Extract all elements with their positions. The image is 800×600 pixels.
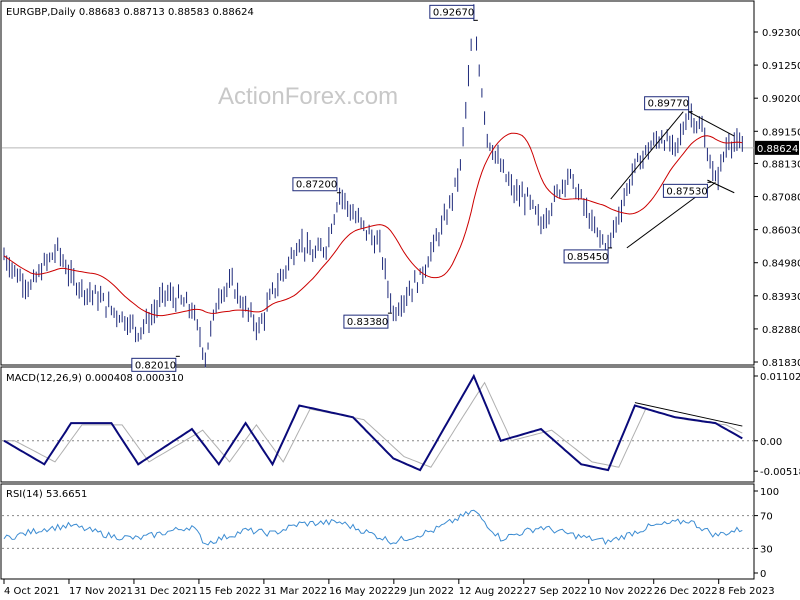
date-tick-label: 31 Mar 2022 (264, 586, 327, 597)
annotation-box (644, 96, 690, 111)
trend-line (688, 111, 735, 137)
macd-tick-label: -0.005182 (760, 467, 800, 478)
price-tick-label: 0.87080 (762, 193, 800, 204)
annotation-box (563, 249, 609, 264)
annotation-box (343, 314, 389, 329)
annotation-label: 0.82010 (135, 360, 176, 371)
date-tick-label: 12 Aug 2022 (459, 586, 523, 597)
annotation-label: 0.83380 (347, 317, 388, 328)
trend-line (610, 111, 684, 200)
price-annotations: 0.82010 0.87200 0.83380 0.92670 0.85450 0.897… (131, 4, 712, 372)
annotation-box (429, 4, 475, 19)
rsi-tick-label: 0 (760, 569, 766, 580)
date-tick-label: 17 Nov 2021 (69, 586, 133, 597)
price-tick-label: 0.88130 (762, 159, 800, 170)
date-tick-label: 26 Dec 2022 (654, 586, 718, 597)
date-tick-label: 10 Nov 2022 (589, 586, 653, 597)
date-axis: 4 Oct 2021 17 Nov 2021 31 Dec 2021 15 Feb 2… (3, 579, 775, 597)
rsi-axis: 100 70 30 0 (2, 487, 779, 580)
rsi-tick-label: 100 (760, 487, 779, 498)
annotation-box (131, 357, 177, 372)
price-tick-label: 0.90200 (762, 94, 800, 105)
date-tick-label: 4 Oct 2021 (4, 586, 59, 597)
rsi-tick-label: 70 (760, 512, 773, 523)
price-tick-label: 0.89150 (762, 127, 800, 138)
annotation-label: 0.85450 (567, 252, 608, 263)
symbol-header: EURGBP,Daily 0.88683 0.88713 0.88583 0.8… (6, 7, 254, 18)
annotation-label: 0.89770 (648, 99, 689, 110)
current-price-box (755, 140, 799, 155)
rsi-line (3, 509, 743, 546)
macd-trend-line (634, 402, 743, 427)
price-tick-label: 0.86030 (762, 226, 800, 237)
macd-panel[interactable] (0, 366, 755, 483)
annotation-box (662, 183, 708, 198)
rsi-tick-label: 30 (760, 544, 773, 555)
price-tick-label: 0.92300 (762, 28, 800, 39)
macd-header: MACD(12,26,9) 0.000408 0.000310 (6, 373, 184, 384)
trend-line (707, 179, 735, 194)
rsi-header: RSI(14) 53.6651 (6, 489, 87, 500)
macd-line (3, 373, 743, 472)
macd-tick-label: 0.011023 (760, 372, 800, 383)
annotation-label: 0.92670 (433, 7, 474, 18)
price-tick-label: 0.82880 (762, 325, 800, 336)
annotation-label: 0.87530 (666, 186, 707, 197)
price-axis: 0.92300 0.91250 0.90200 0.89150 0.88130 0.870… (2, 28, 800, 369)
date-tick-label: 31 Dec 2021 (134, 586, 198, 597)
macd-signal-line (4, 381, 743, 468)
macd-series (3, 373, 743, 472)
date-tick-label: 15 Feb 2022 (199, 586, 261, 597)
rsi-series (3, 509, 743, 546)
watermark: ActionForex.com (218, 83, 398, 110)
date-tick-label: 27 Sep 2022 (524, 586, 587, 597)
current-price-label: 0.88624 (757, 144, 798, 155)
moving-average-line (3, 132, 743, 317)
macd-tick-label: 0.00 (760, 437, 782, 448)
annotation-label: 0.87200 (296, 180, 337, 191)
price-tick-label: 0.91250 (762, 61, 800, 72)
date-tick-label: 16 May 2022 (329, 586, 394, 597)
date-tick-label: 29 Jun 2022 (394, 586, 454, 597)
price-tick-label: 0.81830 (762, 358, 800, 369)
rsi-panel[interactable] (0, 483, 755, 580)
price-tick-label: 0.84980 (762, 259, 800, 270)
date-tick-label: 8 Feb 2023 (719, 586, 775, 597)
price-panel[interactable] (0, 0, 755, 366)
annotation-box (292, 177, 338, 192)
price-tick-label: 0.83930 (762, 292, 800, 303)
macd-axis: 0.011023 0.00 -0.005182 (2, 372, 800, 478)
